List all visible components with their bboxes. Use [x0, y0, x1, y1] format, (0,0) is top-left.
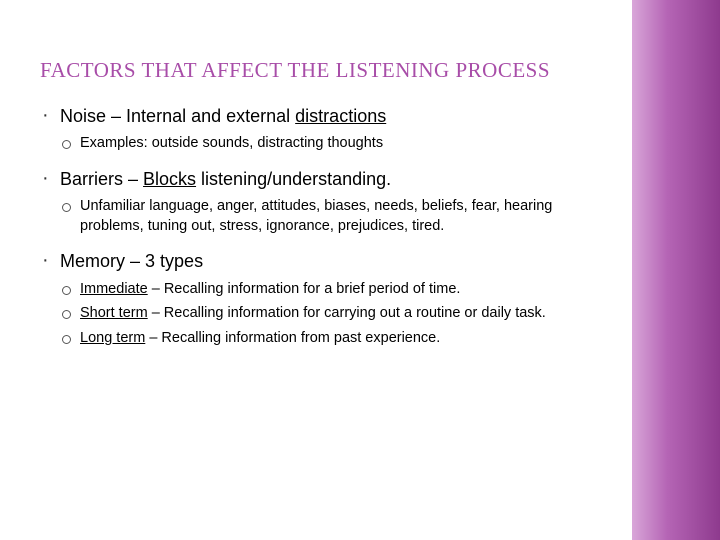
- sub-text: outside sounds, distracting thoughts: [148, 135, 383, 151]
- sub-item: Short term – Recalling information for c…: [80, 304, 604, 324]
- sub-ulead: Short term: [80, 305, 148, 321]
- sub-list: Examples: outside sounds, distracting th…: [60, 134, 604, 154]
- sub-text: – Recalling information for a brief peri…: [148, 281, 461, 297]
- decorative-sidebar: [632, 0, 720, 540]
- list-item: Memory – 3 types Immediate – Recalling i…: [40, 250, 604, 348]
- sub-ulead: Immediate: [80, 281, 148, 297]
- sub-item: Long term – Recalling information from p…: [80, 329, 604, 349]
- plain: listening/understanding.: [196, 169, 391, 189]
- sub-item: Examples: outside sounds, distracting th…: [80, 134, 604, 154]
- slide: FACTORS THAT AFFECT THE LISTENING PROCES…: [0, 0, 720, 540]
- sub-list: Immediate – Recalling information for a …: [60, 280, 604, 349]
- sub-list-item: Examples: outside sounds, distracting th…: [60, 134, 604, 154]
- list-item: Noise – Internal and external distractio…: [40, 105, 604, 154]
- content-area: FACTORS THAT AFFECT THE LISTENING PROCES…: [0, 0, 632, 540]
- sub-list-item: Immediate – Recalling information for a …: [60, 280, 604, 300]
- underlined: Blocks: [143, 169, 196, 189]
- dash: –: [123, 169, 143, 189]
- dash: –: [125, 251, 145, 271]
- sub-list-item: Long term – Recalling information from p…: [60, 329, 604, 349]
- sub-text: language, anger, attitudes, biases, need…: [80, 198, 552, 234]
- sub-list: Unfamiliar language, anger, attitudes, b…: [60, 197, 604, 236]
- plain: 3 types: [145, 251, 203, 271]
- sub-ulead: Long term: [80, 330, 145, 346]
- lead: Memory: [60, 251, 125, 271]
- main-item-memory: Memory – 3 types: [60, 250, 604, 273]
- sub-lead: Unfamiliar: [80, 198, 145, 214]
- main-item-noise: Noise – Internal and external distractio…: [60, 105, 604, 128]
- list-item: Barriers – Blocks listening/understandin…: [40, 168, 604, 237]
- plain: Internal and external: [126, 106, 295, 126]
- sub-lead: Examples:: [80, 135, 148, 151]
- main-list: Noise – Internal and external distractio…: [40, 105, 604, 349]
- lead: Noise: [60, 106, 106, 126]
- sub-text: – Recalling information for carrying out…: [148, 305, 546, 321]
- sub-list-item: Short term – Recalling information for c…: [60, 304, 604, 324]
- underlined: distractions: [295, 106, 386, 126]
- lead: Barriers: [60, 169, 123, 189]
- sub-list-item: Unfamiliar language, anger, attitudes, b…: [60, 197, 604, 236]
- dash: –: [106, 106, 126, 126]
- main-item-barriers: Barriers – Blocks listening/understandin…: [60, 168, 604, 191]
- sub-item: Unfamiliar language, anger, attitudes, b…: [80, 197, 604, 236]
- sub-text: – Recalling information from past experi…: [145, 330, 440, 346]
- sub-item: Immediate – Recalling information for a …: [80, 280, 604, 300]
- slide-title: FACTORS THAT AFFECT THE LISTENING PROCES…: [40, 58, 604, 83]
